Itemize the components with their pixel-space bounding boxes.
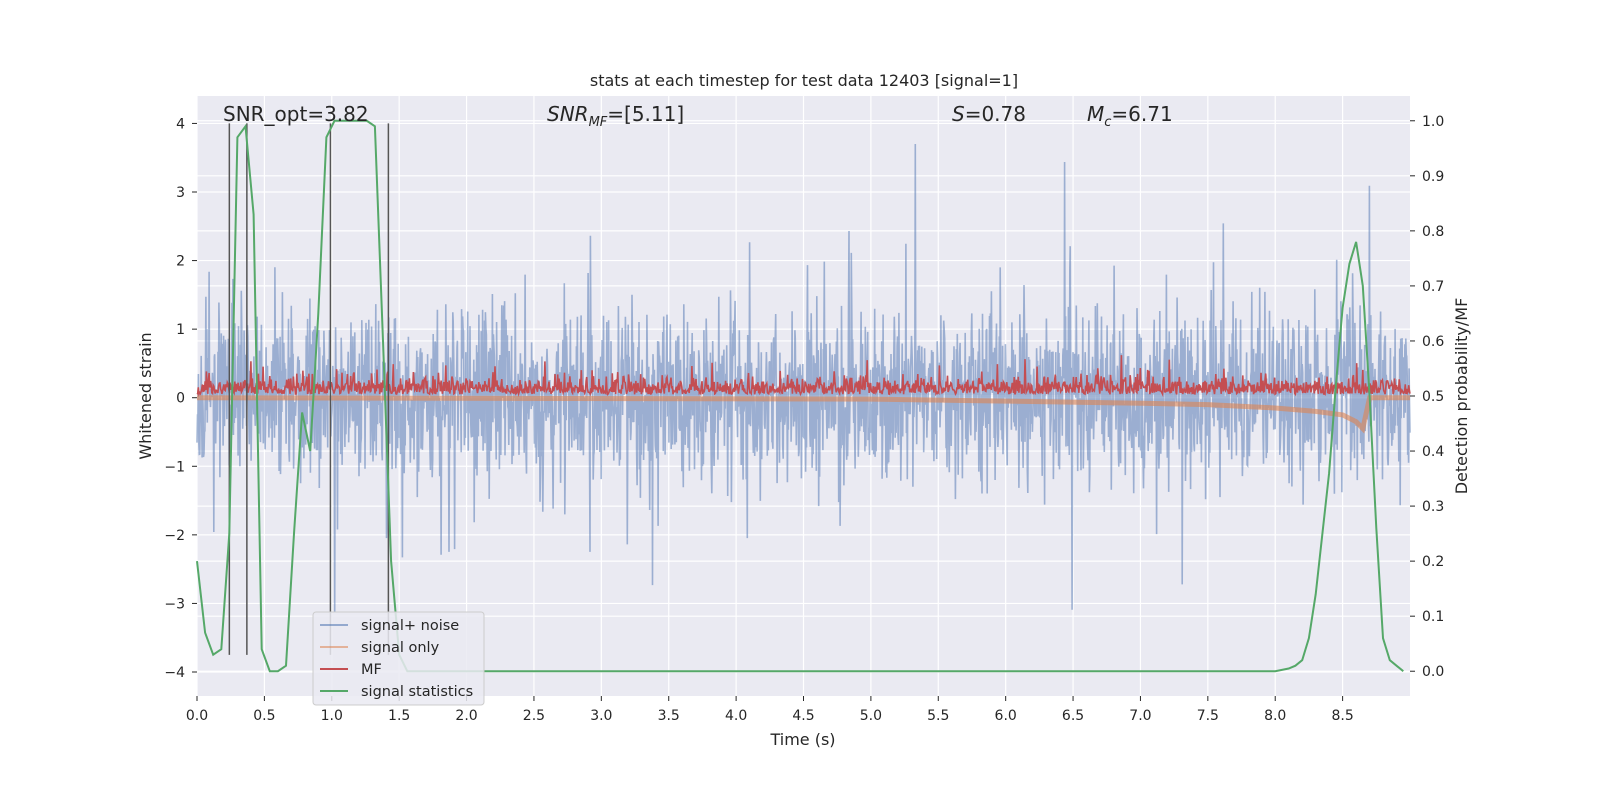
y-right-axis-ticks: 0.0 0.1 0.2 0.3 0.4 0.5 0.6 0.7 0.8 0.9 1.0 bbox=[1410, 114, 1444, 680]
legend-box bbox=[312, 611, 485, 706]
y-right-axis-label: Detection probability/MF bbox=[1452, 298, 1471, 495]
y-axis-label: Whitened strain bbox=[136, 332, 155, 459]
y-tick-label-8: 4 bbox=[176, 116, 185, 132]
x-tick-label-16: 8.0 bbox=[1264, 708, 1286, 724]
x-tick-label-11: 5.5 bbox=[927, 708, 949, 724]
y-right-tick-label-9: 0.9 bbox=[1422, 169, 1444, 185]
x-tick-label-1: 0.5 bbox=[253, 708, 275, 724]
x-tick-label-10: 5.0 bbox=[860, 708, 882, 724]
y-tick-label-1: −3 bbox=[164, 596, 185, 612]
annotation-s-main: S bbox=[952, 102, 965, 126]
annotation-mc-main: M bbox=[1087, 102, 1104, 126]
x-axis-ticks: 0.0 0.5 1.0 1.5 2.0 2.5 3.0 3.5 4.0 4.5 5.0 5.5 6.0 6… bbox=[186, 696, 1354, 724]
y-tick-label-3: −1 bbox=[164, 459, 185, 475]
legend-label-stat: signal statistics bbox=[361, 684, 473, 700]
y-right-tick-label-0: 0.0 bbox=[1422, 664, 1444, 680]
signal-noise-series bbox=[196, 143, 1411, 613]
y-tick-label-0: −4 bbox=[164, 665, 185, 681]
legend-label-signal: signal only bbox=[361, 640, 440, 656]
y-right-tick-label-7: 0.7 bbox=[1422, 279, 1444, 295]
annotation-mc-value: =6.71 bbox=[1111, 102, 1172, 126]
legend-label-mf: MF bbox=[361, 662, 382, 678]
y-axis-ticks: −4 −3 −2 −1 0 1 2 3 4 bbox=[164, 116, 197, 681]
mf-series bbox=[196, 355, 1411, 398]
x-tick-label-2: 1.0 bbox=[321, 708, 343, 724]
y-right-tick-label-4: 0.4 bbox=[1422, 444, 1444, 460]
noise-line bbox=[196, 143, 1411, 613]
x-axis-label: Time (s) bbox=[769, 730, 835, 749]
annotation-snr-mf-value: =[5.11] bbox=[607, 102, 684, 126]
annotation-snr-mf-sub: MF bbox=[589, 115, 608, 130]
y-right-tick-label-2: 0.2 bbox=[1422, 554, 1444, 570]
annotation-snr-mf: SNRMF=[5.11] bbox=[547, 102, 684, 130]
annotation-snr-mf-main: SNR bbox=[547, 102, 589, 126]
x-tick-label-12: 6.0 bbox=[995, 708, 1017, 724]
y-right-tick-label-6: 0.6 bbox=[1422, 334, 1444, 350]
x-tick-label-0: 0.0 bbox=[186, 708, 208, 724]
y-tick-label-7: 3 bbox=[176, 185, 185, 201]
x-tick-label-4: 2.0 bbox=[455, 708, 477, 724]
annotation-snr-opt: SNR_opt=3.82 bbox=[223, 102, 369, 126]
x-tick-label-13: 6.5 bbox=[1062, 708, 1084, 724]
annotation-s-value: =0.78 bbox=[965, 102, 1026, 126]
y-right-tick-label-5: 0.5 bbox=[1422, 389, 1444, 405]
mf-line bbox=[196, 355, 1411, 398]
x-tick-label-17: 8.5 bbox=[1331, 708, 1353, 724]
annotation-s: S=0.78 bbox=[952, 102, 1026, 126]
x-tick-label-6: 3.0 bbox=[590, 708, 612, 724]
annotation-mc: Mc=6.71 bbox=[1087, 102, 1173, 130]
signal-only-series bbox=[196, 395, 1410, 434]
x-tick-label-9: 4.5 bbox=[792, 708, 814, 724]
annotation-mc-sub: c bbox=[1104, 115, 1111, 130]
legend-label-noise: signal+ noise bbox=[361, 618, 459, 634]
x-tick-label-3: 1.5 bbox=[388, 708, 410, 724]
y-tick-label-4: 0 bbox=[176, 391, 185, 407]
legend: signal+ noise signal only MF signal stat… bbox=[312, 611, 485, 706]
y-tick-label-2: −2 bbox=[164, 528, 185, 544]
x-tick-label-8: 4.0 bbox=[725, 708, 747, 724]
y-tick-label-6: 2 bbox=[176, 254, 185, 270]
x-tick-label-15: 7.5 bbox=[1197, 708, 1219, 724]
signal-only-line bbox=[196, 395, 1410, 434]
y-right-tick-label-8: 0.8 bbox=[1422, 224, 1444, 240]
y-right-tick-label-1: 0.1 bbox=[1422, 609, 1444, 625]
x-tick-label-14: 7.0 bbox=[1129, 708, 1151, 724]
x-tick-label-7: 3.5 bbox=[658, 708, 680, 724]
y-right-tick-label-10: 1.0 bbox=[1422, 114, 1444, 130]
chart-title: stats at each timestep for test data 124… bbox=[590, 71, 1018, 90]
y-tick-label-5: 1 bbox=[176, 322, 185, 338]
y-right-tick-label-3: 0.3 bbox=[1422, 499, 1444, 515]
vertical-markers bbox=[228, 123, 390, 655]
x-tick-label-5: 2.5 bbox=[523, 708, 545, 724]
